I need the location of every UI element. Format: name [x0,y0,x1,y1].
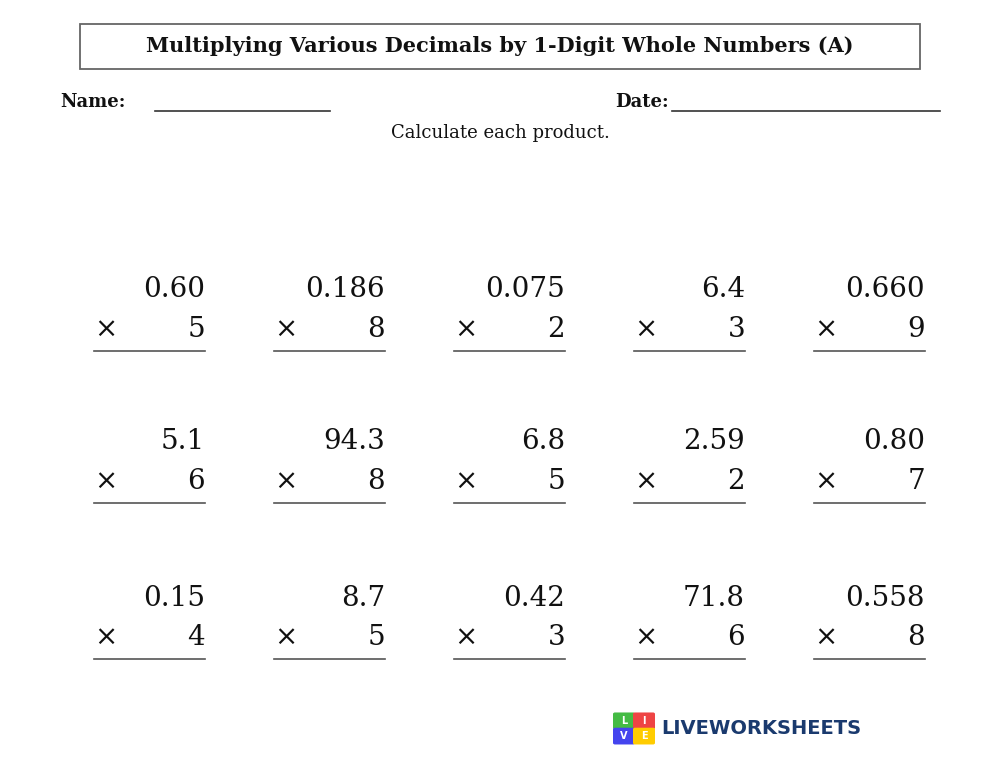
Text: 0.60: 0.60 [143,276,205,303]
Text: ×: × [274,624,297,652]
Text: E: E [641,731,647,741]
Text: ×: × [274,468,297,495]
Text: 0.42: 0.42 [503,584,565,612]
Text: 8.7: 8.7 [341,584,385,612]
Text: ×: × [634,315,657,343]
FancyBboxPatch shape [80,24,920,69]
Text: 3: 3 [727,315,745,343]
Text: 8: 8 [367,468,385,495]
Text: 0.15: 0.15 [143,584,205,612]
Text: 5: 5 [187,315,205,343]
Text: 5.1: 5.1 [161,428,205,456]
FancyBboxPatch shape [613,712,635,729]
Text: L: L [621,716,627,726]
Text: LIVEWORKSHEETS: LIVEWORKSHEETS [661,719,861,738]
Text: 6: 6 [187,468,205,495]
Text: ×: × [274,315,297,343]
Text: 6: 6 [727,624,745,652]
Text: ×: × [94,624,117,652]
Text: 5: 5 [547,468,565,495]
Text: 2: 2 [727,468,745,495]
Text: ×: × [94,468,117,495]
Text: Calculate each product.: Calculate each product. [391,124,609,142]
FancyBboxPatch shape [633,712,655,729]
Text: ×: × [454,624,477,652]
Text: ×: × [634,624,657,652]
Text: 71.8: 71.8 [683,584,745,612]
Text: 0.80: 0.80 [863,428,925,456]
Text: ×: × [814,468,837,495]
Text: I: I [642,716,646,726]
Text: 5: 5 [367,624,385,652]
Text: ×: × [454,468,477,495]
Text: 0.558: 0.558 [846,584,925,612]
FancyBboxPatch shape [613,728,635,744]
Text: ×: × [634,468,657,495]
Text: 8: 8 [907,624,925,652]
Text: 0.660: 0.660 [845,276,925,303]
Text: 2.59: 2.59 [683,428,745,456]
Text: ×: × [454,315,477,343]
Text: 7: 7 [907,468,925,495]
Text: 0.075: 0.075 [485,276,565,303]
Text: 3: 3 [547,624,565,652]
Text: 2: 2 [547,315,565,343]
Text: 9: 9 [907,315,925,343]
Text: 6.8: 6.8 [521,428,565,456]
Text: 94.3: 94.3 [323,428,385,456]
Text: ×: × [814,624,837,652]
Text: Multiplying Various Decimals by 1-Digit Whole Numbers (A): Multiplying Various Decimals by 1-Digit … [146,37,854,56]
Text: Name:: Name: [60,93,125,111]
Text: V: V [620,731,628,741]
Text: Date:: Date: [615,93,669,111]
Text: ×: × [814,315,837,343]
Text: 6.4: 6.4 [701,276,745,303]
Text: 4: 4 [187,624,205,652]
Text: 8: 8 [367,315,385,343]
Text: 0.186: 0.186 [305,276,385,303]
Text: ×: × [94,315,117,343]
FancyBboxPatch shape [633,728,655,744]
